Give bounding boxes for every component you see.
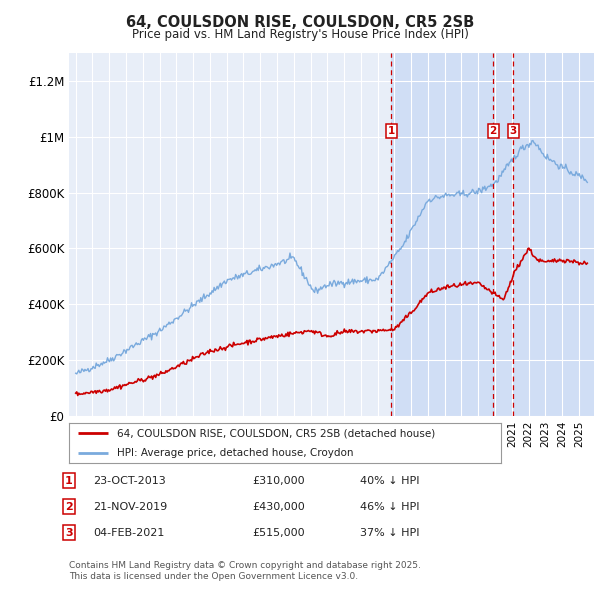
Text: 04-FEB-2021: 04-FEB-2021 (93, 528, 164, 537)
Text: 64, COULSDON RISE, COULSDON, CR5 2SB: 64, COULSDON RISE, COULSDON, CR5 2SB (126, 15, 474, 30)
Text: 40% ↓ HPI: 40% ↓ HPI (360, 476, 419, 486)
Text: £515,000: £515,000 (252, 528, 305, 537)
Text: 1: 1 (65, 476, 73, 486)
Bar (391, 53, 600, 416)
Text: 46% ↓ HPI: 46% ↓ HPI (360, 502, 419, 512)
Text: 37% ↓ HPI: 37% ↓ HPI (360, 528, 419, 537)
Text: £310,000: £310,000 (252, 476, 305, 486)
Text: Price paid vs. HM Land Registry's House Price Index (HPI): Price paid vs. HM Land Registry's House … (131, 28, 469, 41)
Text: 3: 3 (509, 126, 517, 136)
Text: 21-NOV-2019: 21-NOV-2019 (93, 502, 167, 512)
Text: This data is licensed under the Open Government Licence v3.0.: This data is licensed under the Open Gov… (69, 572, 358, 581)
Text: 3: 3 (65, 528, 73, 537)
Text: 1: 1 (388, 126, 395, 136)
Text: 2: 2 (490, 126, 497, 136)
Text: £430,000: £430,000 (252, 502, 305, 512)
Text: Contains HM Land Registry data © Crown copyright and database right 2025.: Contains HM Land Registry data © Crown c… (69, 560, 421, 569)
Text: 64, COULSDON RISE, COULSDON, CR5 2SB (detached house): 64, COULSDON RISE, COULSDON, CR5 2SB (de… (116, 428, 435, 438)
Text: 2: 2 (65, 502, 73, 512)
Text: 23-OCT-2013: 23-OCT-2013 (93, 476, 166, 486)
Text: HPI: Average price, detached house, Croydon: HPI: Average price, detached house, Croy… (116, 448, 353, 458)
